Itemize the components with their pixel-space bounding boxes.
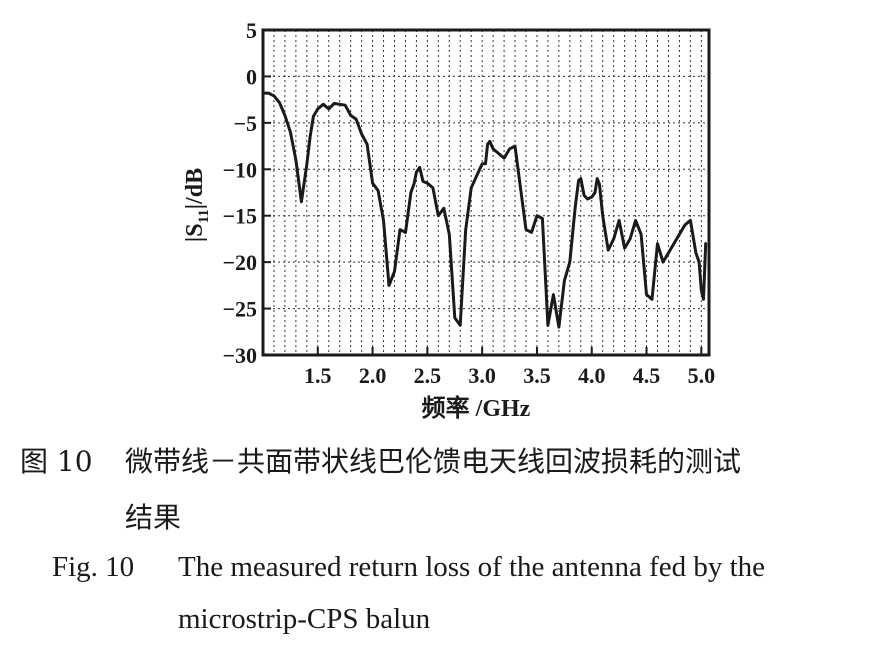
y-axis-title-tail: |/dB — [182, 168, 208, 209]
y-tick-label: −15 — [222, 204, 257, 229]
y-axis-title: |S11|/dB — [182, 168, 212, 242]
svg-text:|S11|/dB: |S11|/dB — [182, 168, 212, 242]
caption-cn-text-line1: 微带线－共面带状线巴伦馈电天线回波损耗的测试 — [125, 445, 742, 478]
y-tick-labels: 5 0 −5 −10 −15 −20 −25 −30 — [222, 18, 257, 368]
axis-ticks — [263, 29, 703, 356]
caption-cn-text-line2: 结果 — [125, 501, 182, 534]
series-line — [261, 91, 708, 329]
plot-border — [261, 28, 711, 357]
plot-frame — [261, 28, 711, 357]
y-tick-label: −10 — [222, 157, 257, 182]
caption-en-text-line1: The measured return loss of the antenna … — [178, 551, 766, 583]
y-tick-label: 0 — [246, 64, 257, 89]
x-tick-label: 3.5 — [523, 363, 551, 388]
caption-cn-label: 图 10 — [20, 445, 93, 478]
series-layer — [261, 91, 708, 329]
y-tick-label: −25 — [222, 297, 257, 322]
x-tick-label: 5.0 — [688, 363, 716, 388]
y-axis-title-sub: 11 — [196, 209, 212, 223]
chart-grid — [263, 30, 709, 355]
x-tick-label: 1.5 — [304, 363, 332, 388]
x-tick-label: 4.5 — [633, 363, 661, 388]
s11-chart: 1.5 2.0 2.5 3.0 3.5 4.0 4.5 5.0 5 0 −5 −10 −15 −20 −2… — [182, 18, 715, 422]
y-tick-label: −30 — [222, 343, 257, 368]
caption-en-label: Fig. 10 — [52, 551, 135, 583]
y-tick-label: 5 — [246, 18, 257, 43]
x-tick-label: 3.0 — [468, 363, 496, 388]
x-tick-label: 2.5 — [414, 363, 442, 388]
y-axis-title-main: |S — [182, 223, 208, 242]
y-tick-label: −20 — [222, 250, 257, 275]
x-tick-label: 2.0 — [359, 363, 387, 388]
caption-en-text-line2: microstrip-CPS balun — [178, 603, 431, 635]
y-tick-label: −5 — [233, 111, 257, 136]
x-tick-labels: 1.5 2.0 2.5 3.0 3.5 4.0 4.5 5.0 — [304, 363, 715, 388]
x-tick-label: 4.0 — [578, 363, 606, 388]
x-axis-title: 频率 /GHz — [422, 394, 531, 422]
